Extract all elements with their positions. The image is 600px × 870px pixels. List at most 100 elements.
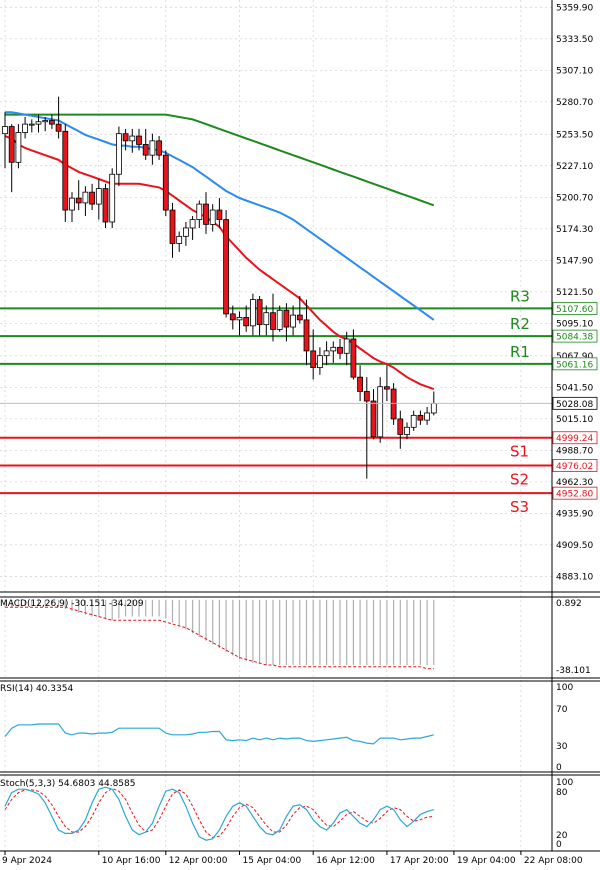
candle-body [357, 376, 364, 392]
level-name-r1: R1 [510, 343, 530, 361]
stoch-tick-80: 80 [556, 788, 568, 798]
candle-body [176, 235, 183, 244]
candle-body [82, 191, 89, 204]
time-label: 12 Apr 00:00 [169, 856, 228, 866]
candle-body [49, 120, 55, 125]
candle-body [15, 132, 22, 163]
ma-mid-line [5, 111, 435, 321]
level-tag-bg [552, 459, 598, 472]
stoch-k-line [4, 786, 434, 841]
candle-body [430, 403, 437, 414]
level-name-s1: S1 [510, 443, 529, 461]
level-tag-s2: 4976.02 [556, 462, 593, 472]
price-tick: 5015.10 [556, 415, 593, 425]
stoch-tick-20: 20 [556, 831, 568, 841]
candle-body [95, 188, 102, 205]
candle-body [276, 309, 283, 330]
candle-body [142, 144, 149, 156]
level-name-r2: R2 [510, 315, 530, 333]
price-tick: 5227.10 [556, 162, 593, 172]
time-label: 9 Apr 2024 [2, 856, 52, 866]
current-price-label: 5028.08 [556, 400, 593, 410]
macd-tick: 0.892 [556, 599, 582, 609]
level-tag-bg [552, 486, 598, 500]
candle-body [323, 350, 330, 357]
current-price-tag: 5028.08 [552, 396, 598, 410]
macd-title: MACD(12,26,9) -30.151 -34.209 [0, 599, 144, 609]
candle-body [303, 319, 310, 352]
price-tick: 4988.70 [556, 446, 593, 456]
macd-signal-line [5, 606, 434, 670]
candle-body [316, 355, 323, 369]
candle-body [109, 173, 116, 223]
candle-body [249, 299, 256, 327]
level-tag-bg [552, 357, 598, 371]
stoch-title: Stoch(5,3,3) 54.6803 44.8585 [0, 779, 135, 789]
macd-histogram [4, 599, 435, 665]
candle-body [290, 314, 297, 328]
candle-body [424, 412, 431, 421]
stoch-panel: Stoch(5,3,3) 54.6803 44.8585 100 80 20 0 [0, 778, 573, 850]
time-label: 17 Apr 20:00 [390, 856, 449, 866]
rsi-tick-70: 70 [556, 705, 568, 715]
rsi-title: RSI(14) 40.3354 [0, 684, 73, 694]
candle-body [55, 123, 62, 132]
candle-body [169, 209, 176, 244]
candle-body [196, 203, 203, 221]
candle-body [75, 197, 82, 204]
level-tag-r1: 5061.16 [556, 360, 593, 370]
level-tags: 5107.60 5084.38 5061.16 4999.24 4976.02 4952.… [552, 302, 598, 500]
candle-body [22, 123, 29, 133]
candle-body [216, 209, 223, 221]
candle-body [417, 414, 424, 421]
level-tag-bg [552, 302, 598, 315]
candle-body [122, 133, 129, 142]
price-tick: 4935.90 [556, 509, 593, 519]
candle-body [390, 388, 397, 420]
macd-panel: MACD(12,26,9) -30.151 -34.209 0.892 -38.… [0, 599, 591, 676]
candles [2, 96, 437, 479]
price-tick: 5121.50 [556, 288, 593, 298]
candle-body [89, 191, 95, 205]
candle-body [156, 140, 163, 156]
price-tick: 5147.90 [556, 256, 593, 266]
candle-body [189, 219, 196, 229]
level-tag-bg [552, 431, 598, 445]
level-name-s2: S2 [510, 470, 529, 488]
rsi-line [4, 723, 434, 745]
price-tick: 5359.90 [556, 3, 593, 13]
candle-body [35, 121, 42, 125]
time-label: 16 Apr 12:00 [316, 856, 375, 866]
level-name-r3: R3 [510, 287, 530, 305]
candle-body [182, 227, 189, 237]
candle-body [283, 309, 290, 328]
price-tick: 4962.30 [556, 478, 593, 488]
candle-body [397, 418, 404, 435]
candle-body [310, 350, 317, 369]
rsi-panel: RSI(14) 40.3354 100 70 30 0 [0, 683, 573, 773]
level-tag-bg [552, 329, 598, 343]
candle-body [28, 123, 35, 126]
candle-body [410, 414, 417, 428]
stoch-tick-100: 100 [556, 778, 573, 788]
candle-body [136, 135, 142, 145]
candle-body [69, 197, 75, 211]
candle-body [343, 338, 350, 354]
time-label: 10 Apr 16:00 [102, 856, 161, 866]
level-tag-r2: 5084.38 [556, 333, 593, 343]
price-axis: 5359.90 5333.50 5307.10 5280.70 5253.50 5227.… [556, 3, 593, 582]
price-tick: 5174.30 [556, 225, 593, 235]
price-tick: 5307.10 [556, 66, 593, 76]
time-label: 15 Apr 04:00 [243, 856, 302, 866]
candle-body [383, 386, 390, 390]
candle-body [263, 312, 270, 326]
level-tag-r3: 5107.60 [556, 305, 593, 315]
panel-frames [0, 0, 600, 852]
candle-body [243, 317, 250, 327]
pivot-levels: R3 R2 R1 S1 S2 S3 [0, 287, 552, 516]
rsi-tick-100: 100 [556, 683, 573, 693]
candle-body [350, 338, 357, 378]
candle-body [296, 314, 303, 321]
candle-body [330, 346, 337, 352]
candle-body [2, 126, 8, 135]
